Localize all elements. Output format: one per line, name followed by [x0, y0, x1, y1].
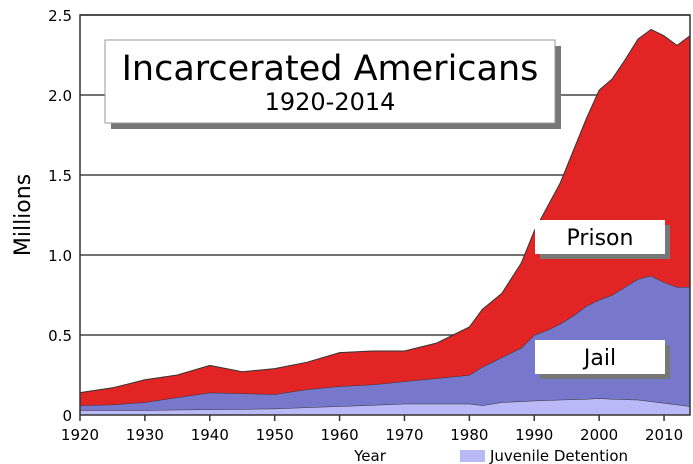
x-tick-label: 1930 — [126, 426, 164, 444]
legend: Juvenile Detention — [460, 447, 628, 464]
legend-label-juvenile: Juvenile Detention — [489, 447, 628, 464]
x-tick-label: 1920 — [61, 426, 99, 444]
title-box: Incarcerated Americans 1920-2014 — [104, 39, 561, 129]
x-tick-label: 1980 — [450, 426, 488, 444]
y-tick-label: 2.0 — [48, 87, 72, 105]
plot-frame — [79, 14, 691, 416]
stacked-areas — [79, 28, 691, 415]
x-axis: 1920 1930 1940 1950 1960 1970 1980 1990 2000 2010 — [61, 415, 683, 444]
x-tick-label: 1990 — [515, 426, 553, 444]
area-juvenile-detention — [80, 398, 690, 415]
prison-label: Prison — [567, 226, 634, 251]
y-tick-label: 0 — [62, 407, 72, 425]
x-tick-label: 1950 — [256, 426, 294, 444]
area-edge — [79, 28, 691, 394]
x-tick-label: 1970 — [385, 426, 423, 444]
chart-subtitle: 1920-2014 — [265, 88, 396, 116]
y-tick-label: 1.0 — [48, 247, 72, 265]
y-tick-label: 0.5 — [48, 327, 72, 345]
jail-label-box: Jail — [535, 340, 670, 379]
area-jail — [80, 275, 690, 411]
y-axis-label: Millions — [11, 174, 36, 256]
jail-label: Jail — [582, 346, 616, 371]
y-tick-label: 1.5 — [48, 167, 72, 185]
chart-title: Incarcerated Americans — [122, 49, 539, 89]
y-tick-label: 2.5 — [48, 7, 72, 25]
y-axis: 0 0.5 1.0 1.5 2.0 2.5 — [48, 7, 72, 425]
prison-label-box: Prison — [535, 220, 670, 259]
legend-swatch-juvenile — [460, 450, 485, 462]
x-tick-label: 1960 — [320, 426, 358, 444]
x-tick-label: 2010 — [645, 426, 683, 444]
area-prison — [80, 29, 690, 406]
x-tick-label: 2000 — [580, 426, 618, 444]
x-tick-label: 1940 — [191, 426, 229, 444]
x-axis-label: Year — [353, 447, 387, 464]
